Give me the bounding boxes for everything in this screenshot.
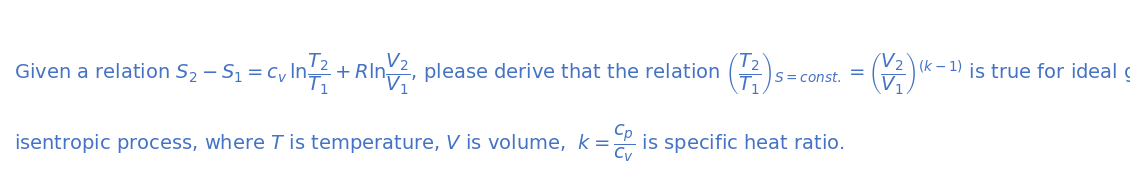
Text: Given a relation $S_{2}-S_{1}=c_{v}\,\mathrm{ln}\dfrac{T_{2}}{T_{1}}+R\mathrm{ln: Given a relation $S_{2}-S_{1}=c_{v}\,\ma… bbox=[14, 51, 1130, 96]
Text: isentropic process, where $T$ is temperature, $V$ is volume,  $k=\dfrac{c_{p}}{c: isentropic process, where $T$ is tempera… bbox=[14, 123, 844, 164]
